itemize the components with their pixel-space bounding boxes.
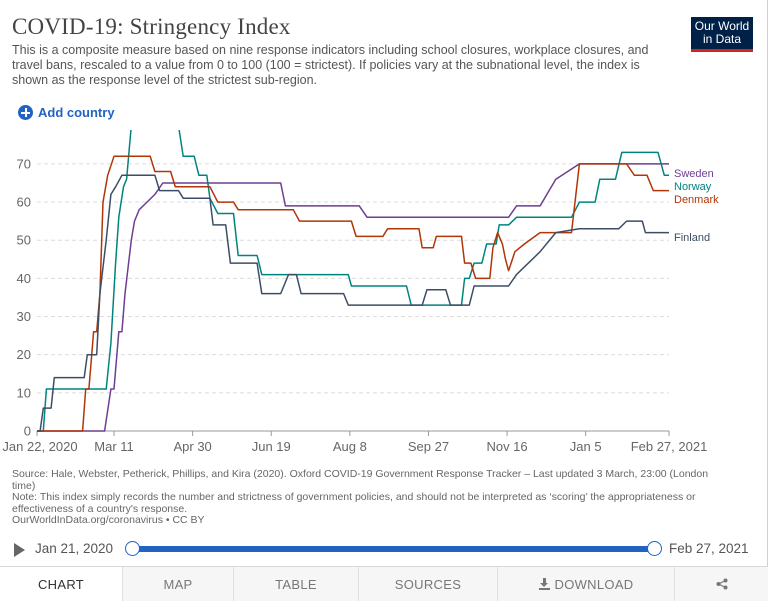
share-button[interactable]	[674, 567, 768, 601]
line-chart[interactable]: 0 10 20 30 40 50 60 70 Jan 22, 2020 Mar 11 Apr 30…	[0, 130, 760, 460]
x-tick-label: Jan 22, 2020	[2, 439, 77, 454]
series-line-denmark[interactable]	[37, 155, 669, 432]
tab-download[interactable]: DOWNLOAD	[497, 567, 674, 601]
y-tick-label: 50	[17, 233, 31, 248]
x-tick-label: Apr 30	[173, 439, 211, 454]
tab-table[interactable]: TABLE	[233, 567, 358, 601]
y-tick-label: 20	[17, 347, 31, 362]
chart-subtitle: This is a composite measure based on nin…	[12, 43, 649, 87]
x-axis: Jan 22, 2020 Mar 11 Apr 30 Jun 19 Aug 8 Sep 2…	[2, 431, 707, 454]
series-lines	[37, 130, 669, 432]
chart-title: COVID-19: Stringency Index	[12, 14, 291, 39]
x-tick-label: Feb 27, 2021	[631, 439, 708, 454]
source-notes: Source: Hale, Webster, Petherick, Philli…	[12, 468, 732, 527]
tab-map[interactable]: MAP	[122, 567, 233, 601]
y-axis: 0 10 20 30 40 50 60 70	[17, 156, 31, 438]
y-tick-label: 10	[17, 385, 31, 400]
note-text: Note: This index simply records the numb…	[12, 491, 696, 515]
y-tick-label: 70	[17, 156, 31, 171]
series-label-denmark[interactable]: Denmark	[674, 194, 719, 206]
timeline-track[interactable]	[132, 546, 654, 552]
owid-logo[interactable]: Our World in Data	[691, 17, 753, 52]
tab-sources-label: SOURCES	[394, 576, 462, 592]
tab-download-label: DOWNLOAD	[554, 576, 634, 592]
timeline-start-handle[interactable]	[125, 541, 140, 556]
add-country-label: Add country	[38, 105, 115, 120]
tab-chart[interactable]: CHART	[0, 567, 122, 601]
y-tick-label: 40	[17, 271, 31, 286]
play-icon[interactable]	[14, 543, 25, 557]
series-line-sweden[interactable]	[37, 163, 669, 432]
x-tick-label: Sep 27	[408, 439, 449, 454]
logo-line-1: Our World	[694, 19, 750, 33]
x-tick-label: Aug 8	[333, 439, 367, 454]
add-country-button[interactable]: Add country	[18, 105, 115, 120]
x-tick-label: Jun 19	[252, 439, 291, 454]
download-icon	[538, 578, 550, 590]
grid-lines	[37, 163, 669, 432]
tab-map-label: MAP	[163, 576, 193, 592]
timeline-end-date: Feb 27, 2021	[669, 541, 749, 556]
series-label-norway[interactable]: Norway	[674, 181, 712, 193]
tab-chart-label: CHART	[37, 576, 85, 592]
credit-link[interactable]: OurWorldInData.org/coronavirus • CC BY	[12, 514, 205, 526]
series-line-finland[interactable]	[37, 174, 669, 432]
y-tick-label: 0	[24, 424, 31, 439]
x-tick-label: Jan 5	[570, 439, 602, 454]
source-text: Source: Hale, Webster, Petherick, Philli…	[12, 468, 709, 492]
y-tick-label: 30	[17, 309, 31, 324]
tab-bar: CHART MAP TABLE SOURCES DOWNLOAD	[0, 566, 768, 601]
x-tick-label: Nov 16	[486, 439, 527, 454]
plus-circle-icon	[18, 105, 33, 120]
series-label-sweden[interactable]: Sweden	[674, 168, 714, 180]
series-label-finland[interactable]: Finland	[674, 232, 710, 244]
timeline: Jan 21, 2020 Feb 27, 2021	[0, 538, 768, 562]
timeline-start-date: Jan 21, 2020	[35, 541, 114, 556]
tab-table-label: TABLE	[275, 576, 317, 592]
timeline-end-handle[interactable]	[647, 541, 662, 556]
tab-sources[interactable]: SOURCES	[358, 567, 497, 601]
logo-line-2: in Data	[702, 32, 742, 46]
series-line-norway[interactable]	[37, 130, 669, 432]
x-tick-label: Mar 11	[94, 439, 134, 454]
y-tick-label: 60	[17, 195, 31, 210]
share-icon	[716, 578, 727, 590]
